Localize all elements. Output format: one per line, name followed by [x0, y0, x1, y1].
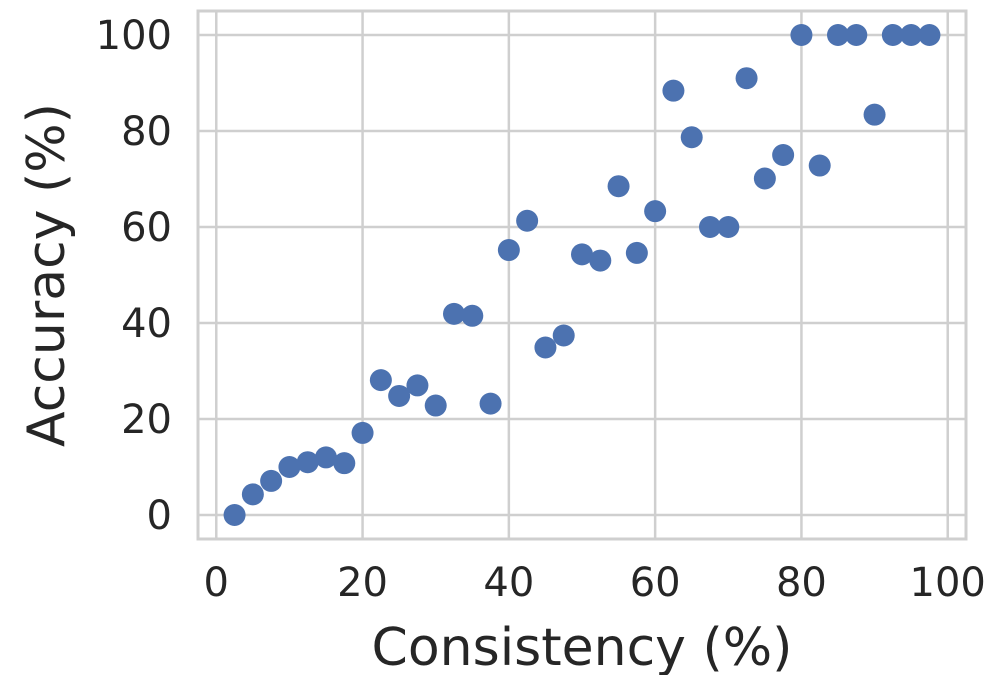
data-point	[881, 24, 904, 46]
data-point	[900, 24, 923, 46]
y-tick-label: 100	[96, 13, 172, 59]
data-point	[333, 452, 356, 475]
x-tick-label: 0	[204, 560, 229, 606]
data-point	[424, 394, 447, 417]
data-point	[827, 24, 849, 46]
data-point	[278, 456, 301, 478]
x-tick-labels: 0 20 40 60 80 100	[204, 560, 986, 606]
y-tick-label: 40	[121, 301, 172, 347]
x-tick-label: 40	[483, 560, 534, 606]
data-point	[699, 216, 721, 238]
data-point	[717, 216, 740, 238]
y-tick-label: 80	[121, 109, 172, 155]
x-tick-label: 60	[630, 560, 681, 606]
data-point	[790, 24, 813, 46]
y-axis-label: Accuracy (%)	[17, 103, 77, 447]
data-point	[772, 144, 795, 166]
data-point	[918, 24, 941, 46]
data-point	[808, 154, 831, 177]
data-point	[351, 421, 374, 444]
y-tick-label: 20	[121, 397, 172, 443]
x-tick-label: 80	[776, 560, 827, 606]
data-point	[534, 336, 557, 359]
grid	[198, 11, 966, 539]
data-point	[479, 392, 502, 415]
data-point	[296, 451, 319, 474]
data-points	[223, 24, 941, 526]
data-point	[461, 304, 484, 327]
x-axis-label: Consistency (%)	[372, 618, 793, 675]
y-tick-label: 60	[121, 205, 172, 251]
data-point	[223, 504, 246, 526]
data-point	[662, 79, 685, 102]
data-point	[753, 167, 776, 190]
data-point	[369, 369, 392, 392]
data-point	[497, 239, 520, 262]
data-point	[406, 374, 429, 397]
x-tick-label: 100	[910, 560, 986, 606]
data-point	[315, 446, 337, 469]
x-tick-label: 20	[337, 560, 388, 606]
plot-frame	[196, 9, 968, 541]
data-point	[552, 324, 575, 347]
data-point	[516, 209, 539, 232]
data-point	[589, 249, 612, 272]
data-point	[388, 384, 411, 407]
y-tick-labels: 0 20 40 60 80 100	[96, 13, 172, 539]
data-point	[571, 243, 593, 266]
y-tick-label: 0	[147, 493, 172, 539]
data-point	[260, 469, 283, 492]
data-point	[735, 67, 758, 90]
data-point	[443, 302, 465, 325]
data-point	[863, 103, 886, 126]
data-point	[625, 241, 648, 264]
data-point	[241, 483, 264, 506]
data-point	[644, 200, 667, 223]
data-point	[680, 126, 703, 149]
data-point	[607, 175, 630, 198]
data-point	[845, 24, 868, 46]
